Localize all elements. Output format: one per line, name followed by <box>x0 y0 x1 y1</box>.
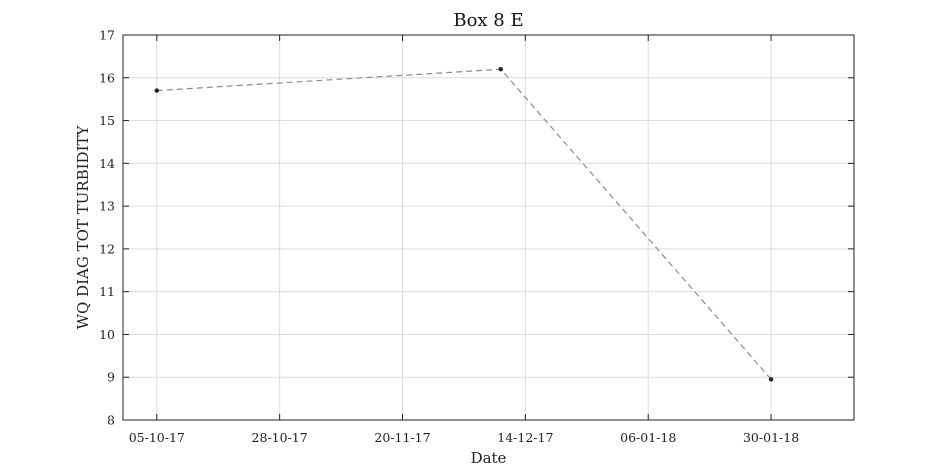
x-tick-label: 20-11-17 <box>374 430 430 445</box>
series-line <box>156 68 772 380</box>
y-tick-label: 13 <box>99 199 115 214</box>
y-axis-label: WQ DIAG TOT TURBIDITY <box>74 124 92 329</box>
y-tick-label: 17 <box>99 28 115 43</box>
x-tick-label: 30-01-18 <box>743 430 799 445</box>
y-tick-label: 12 <box>99 241 115 256</box>
data-point <box>154 88 159 93</box>
chart-title: Box 8 E <box>453 10 523 31</box>
y-tick-label: 8 <box>107 413 115 428</box>
x-tick-label: 28-10-17 <box>252 430 308 445</box>
data-point <box>768 377 774 382</box>
x-tick-label: 05-10-17 <box>129 430 185 445</box>
x-tick-label: 14-12-17 <box>497 430 553 445</box>
data-point <box>498 67 503 72</box>
data-series <box>154 67 774 382</box>
y-tick-label: 15 <box>99 113 115 128</box>
y-tick-label: 11 <box>99 284 115 299</box>
y-tick-label: 10 <box>99 327 115 342</box>
x-tick-label: 06-01-18 <box>620 430 676 445</box>
y-tick-label: 16 <box>99 70 115 85</box>
axis-ticks: 8 9 10 11 12 13 14 15 16 17 05-10-17 28-10-17 20-11-… <box>99 28 854 445</box>
y-tick-label: 9 <box>107 370 115 385</box>
y-tick-label: 14 <box>99 156 115 171</box>
plot-area-frame <box>122 34 855 421</box>
grid-lines <box>123 35 854 420</box>
x-axis-label: Date <box>471 449 507 467</box>
